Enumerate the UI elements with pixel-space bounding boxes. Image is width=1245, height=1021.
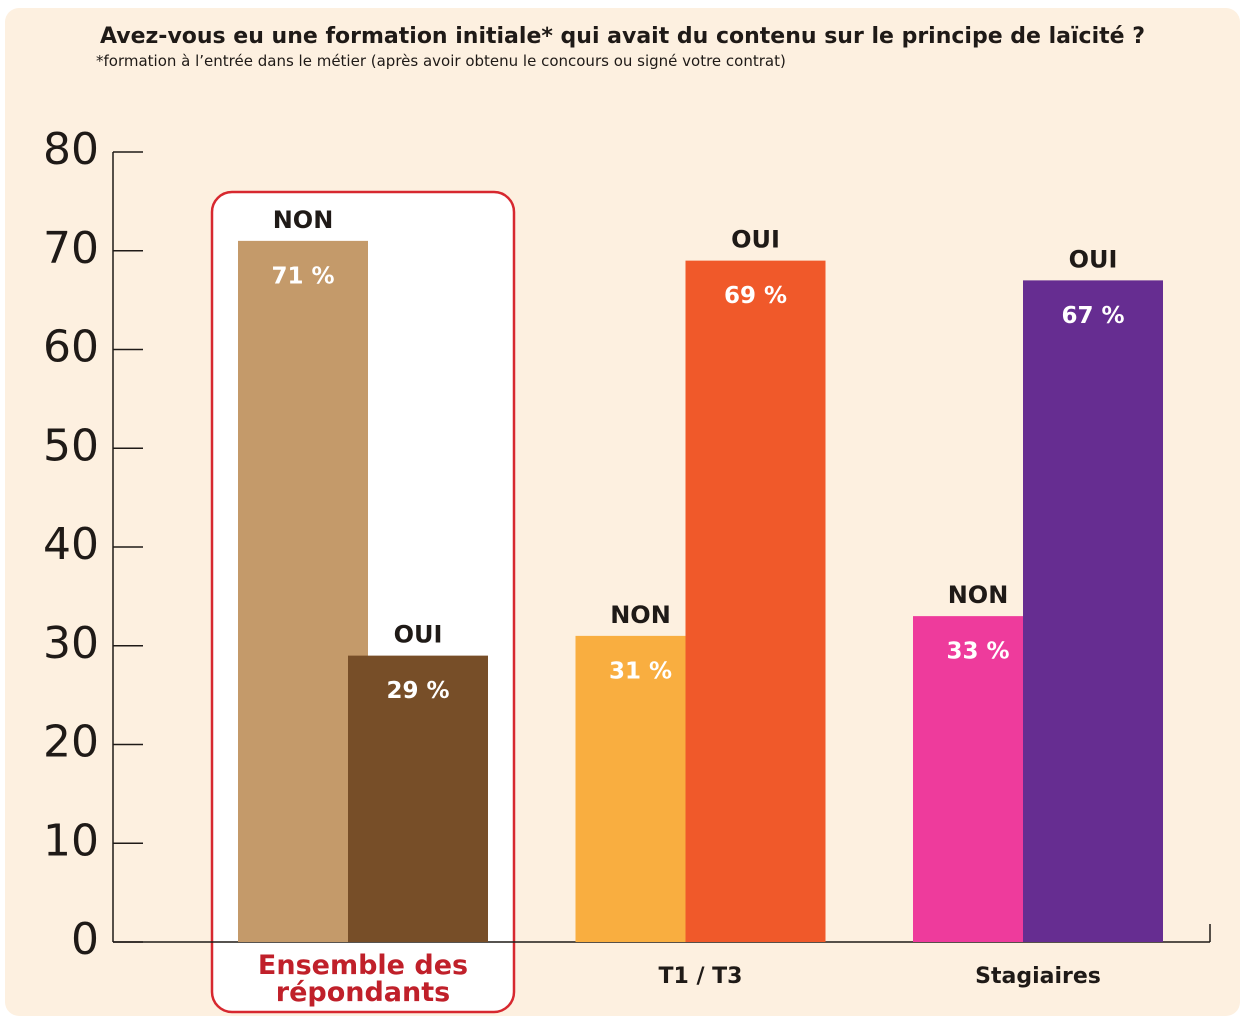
x-tick-label: Stagiaires <box>975 964 1101 989</box>
bar <box>1023 280 1163 942</box>
chart-title: Avez-vous eu une formation initiale* qui… <box>100 24 1145 49</box>
bar <box>238 240 368 942</box>
bar-series-label: NON <box>610 601 671 629</box>
value-label: 71 % <box>271 263 334 289</box>
y-tick-label: 40 <box>43 519 99 570</box>
y-tick-label: 70 <box>43 223 99 274</box>
value-label: 33 % <box>946 639 1009 665</box>
bar-series-label: OUI <box>1069 245 1118 273</box>
y-tick-label: 80 <box>43 124 99 175</box>
y-tick-label: 20 <box>43 717 99 768</box>
y-tick-label: 0 <box>71 914 99 965</box>
value-label: 69 % <box>724 283 787 309</box>
y-tick-label: 10 <box>43 815 99 866</box>
y-tick-label: 60 <box>43 322 99 373</box>
bar-series-label: OUI <box>394 621 443 649</box>
value-label: 29 % <box>386 678 449 704</box>
value-label: 67 % <box>1061 303 1124 329</box>
y-tick-label: 30 <box>43 618 99 669</box>
y-tick-label: 50 <box>43 420 99 471</box>
value-label: 31 % <box>609 658 672 684</box>
chart-subtitle: *formation à l’entrée dans le métier (ap… <box>96 52 786 70</box>
bar-series-label: NON <box>948 581 1009 609</box>
x-tick-label: Ensemble des répondants <box>257 950 469 1008</box>
x-tick-label: T1 / T3 <box>658 964 743 989</box>
bar-series-label: NON <box>273 206 334 234</box>
bar <box>913 616 1043 942</box>
bar-series-label: OUI <box>731 226 780 254</box>
bar <box>348 655 488 942</box>
bar <box>685 260 826 942</box>
bar <box>575 635 706 942</box>
